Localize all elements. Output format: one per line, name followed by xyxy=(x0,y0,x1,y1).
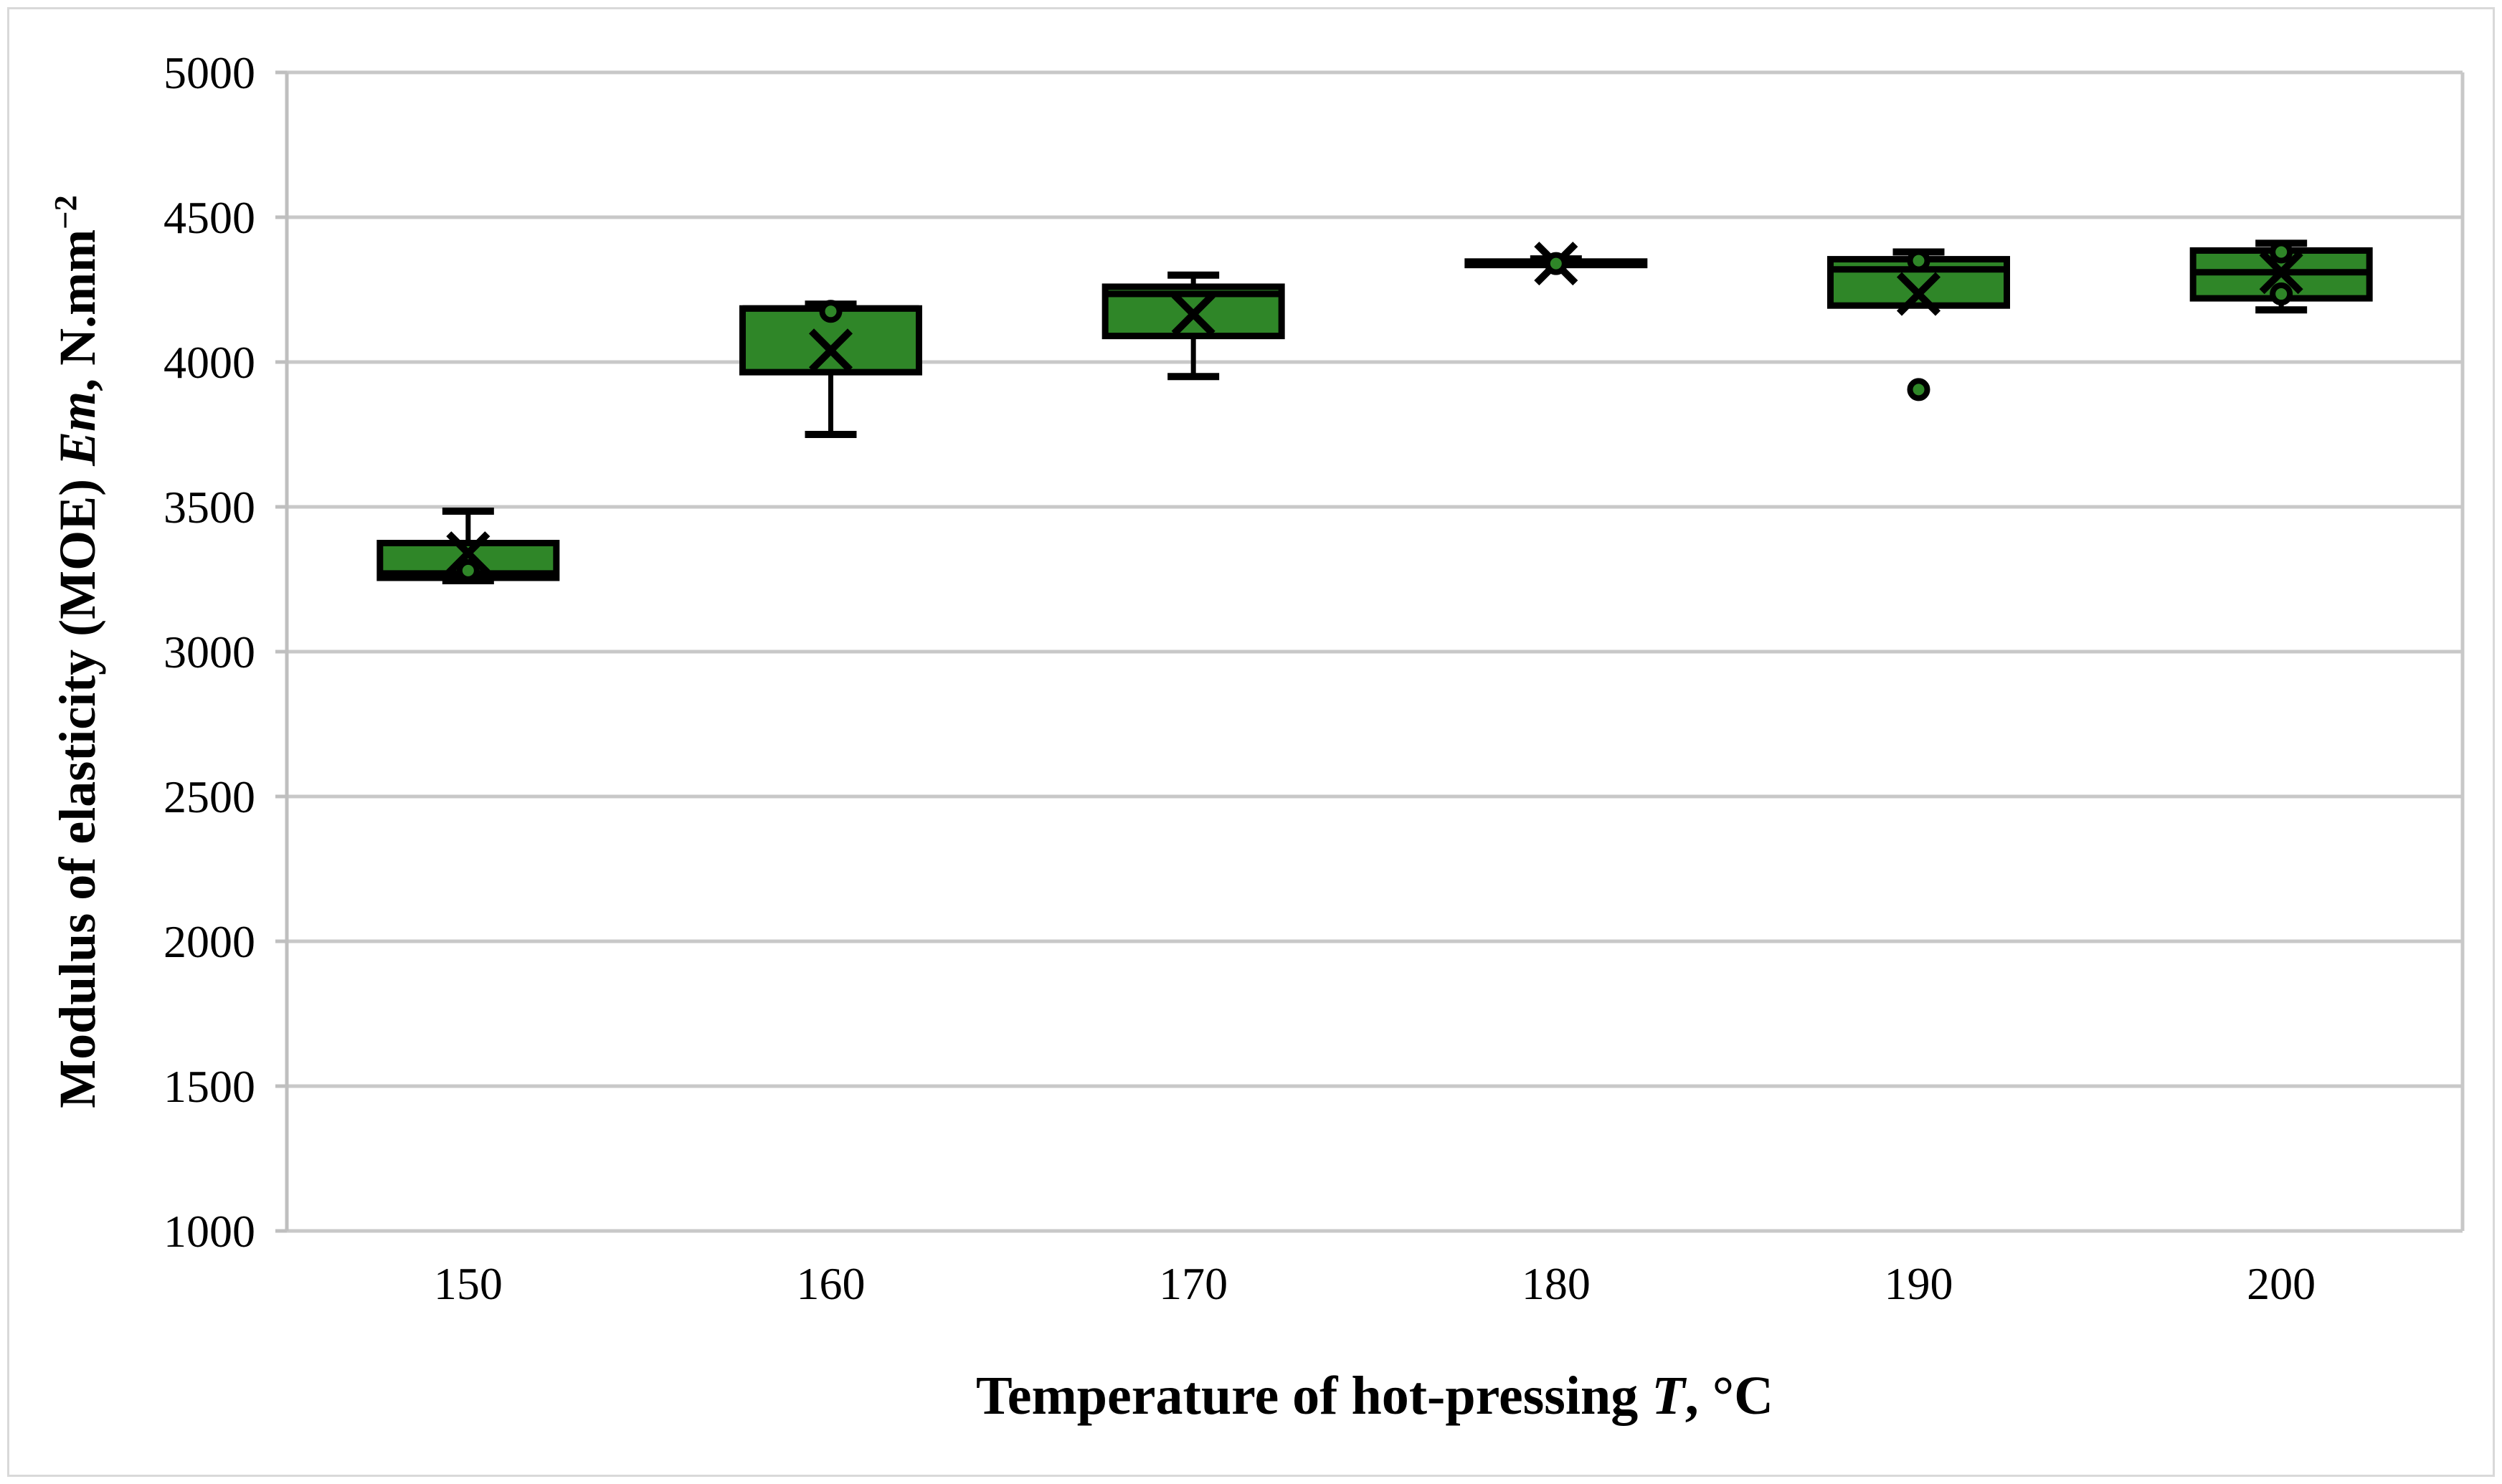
mean-marker-160 xyxy=(808,328,853,373)
data-point-160-0 xyxy=(819,300,843,323)
data-point-180-0 xyxy=(1544,252,1568,275)
mean-marker-200 xyxy=(2259,250,2303,295)
y-tick-label-3000: 3000 xyxy=(164,627,255,677)
y-tick-label-1000: 1000 xyxy=(164,1206,255,1257)
y-tick-label-4500: 4500 xyxy=(164,192,255,243)
x-tick-label-160: 160 xyxy=(797,1258,866,1309)
data-point-200-0 xyxy=(2270,240,2293,264)
data-point-150-0 xyxy=(456,558,480,582)
mean-marker-150 xyxy=(446,531,491,576)
y-tick-label-2500: 2500 xyxy=(164,771,255,822)
y-tick-label-2000: 2000 xyxy=(164,916,255,967)
x-tick-label-190: 190 xyxy=(1885,1258,1953,1309)
y-axis-title: Modulus of elasticity (MOE) Em, N.mm−2 xyxy=(47,195,106,1108)
data-point-200-1 xyxy=(2270,282,2293,306)
y-tick-label-1500: 1500 xyxy=(164,1061,255,1112)
y-tick-label-3500: 3500 xyxy=(164,482,255,533)
y-tick-label-4000: 4000 xyxy=(164,337,255,388)
x-tick-label-150: 150 xyxy=(434,1258,503,1309)
y-tick-label-5000: 5000 xyxy=(164,47,255,98)
mean-marker-170 xyxy=(1171,292,1216,336)
x-tick-label-180: 180 xyxy=(1522,1258,1591,1309)
x-axis-title: Temperature of hot-pressing T, °C xyxy=(976,1366,1773,1426)
x-tick-label-170: 170 xyxy=(1159,1258,1228,1309)
data-point-190-1 xyxy=(1907,378,1930,401)
data-point-190-0 xyxy=(1907,249,1930,272)
x-tick-label-200: 200 xyxy=(2247,1258,2316,1309)
mean-marker-190 xyxy=(1896,272,1941,316)
